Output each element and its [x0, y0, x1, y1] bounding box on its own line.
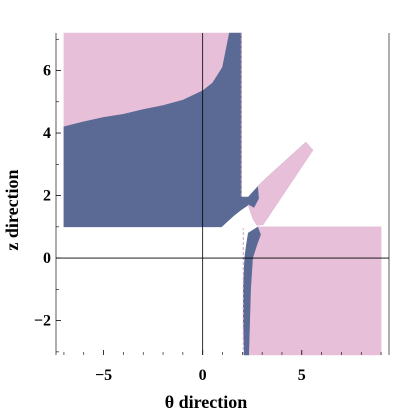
chart-dashed-boundaries	[240, 33, 244, 355]
x-axis-ticks: −5 0 5	[63, 350, 382, 384]
region-pink-lower-right-4	[248, 226, 382, 356]
x-tick-label: 0	[199, 367, 207, 384]
y-axis-title: z direction	[2, 169, 22, 250]
y-tick-label: 4	[43, 125, 51, 142]
x-tick-label: −5	[95, 367, 112, 384]
x-axis-title: θ direction	[165, 392, 248, 412]
y-tick-label: 2	[43, 188, 51, 205]
x-tick-label: 5	[298, 367, 306, 384]
y-axis-ticks: −2 0 2 4 6	[34, 38, 61, 353]
y-tick-label: 6	[43, 63, 51, 80]
chart-regions	[63, 32, 382, 356]
y-tick-label: −2	[34, 313, 51, 330]
plot-frame	[55, 33, 390, 355]
y-tick-label: 0	[43, 250, 51, 267]
region-pink-diagonal-band-2	[247, 141, 314, 226]
